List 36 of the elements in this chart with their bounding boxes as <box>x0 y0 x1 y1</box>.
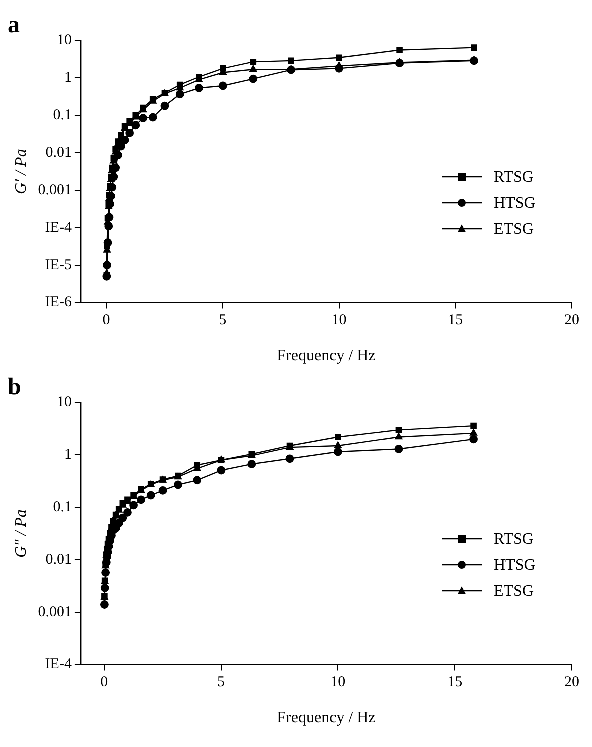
y-tick-label: 0.001 <box>38 604 72 620</box>
x-tick-label: 10 <box>332 312 347 329</box>
chart-title: b <box>8 374 22 401</box>
y-tick-label: 0.1 <box>53 500 72 516</box>
x-axis-title: Frequency / Hz <box>277 710 376 727</box>
x-tick-label: 0 <box>100 674 108 691</box>
y-tick-label: IE-4 <box>45 220 72 236</box>
y-tick-label: IE-6 <box>45 294 72 311</box>
y-tick-label: 1 <box>64 447 72 464</box>
y-tick-label: IE-4 <box>45 656 72 673</box>
x-tick-label: 5 <box>219 312 227 329</box>
x-tick-label: 5 <box>218 674 225 691</box>
legend-label: HTSG <box>494 195 536 212</box>
x-tick-label: 15 <box>448 312 464 329</box>
y-axis-title: G″ / Pa <box>12 510 30 558</box>
legend-label: ETSG <box>494 583 534 600</box>
y-tick-label: 10 <box>56 394 72 411</box>
chart-title: a <box>8 12 20 39</box>
y-tick-label: 10 <box>56 32 72 49</box>
x-tick-label: 10 <box>330 674 346 691</box>
x-axis-title: Frequency / Hz <box>277 348 376 365</box>
y-tick-label: IE-5 <box>45 257 72 274</box>
y-tick-label: 0.01 <box>46 552 72 568</box>
x-tick-label: 0 <box>102 312 110 329</box>
legend-label: HTSG <box>494 557 536 574</box>
y-tick-label: 0.001 <box>38 182 72 198</box>
x-tick-label: 20 <box>564 312 580 329</box>
x-tick-label: 15 <box>448 674 463 691</box>
y-tick-label: 1 <box>64 70 72 86</box>
legend-label: RTSG <box>494 169 534 186</box>
y-tick-label: 0.01 <box>46 145 72 162</box>
x-tick-label: 20 <box>564 674 580 691</box>
y-axis-title: G′ / Pa <box>12 149 30 194</box>
legend-label: ETSG <box>494 221 534 238</box>
legend-label: RTSG <box>494 531 534 548</box>
y-tick-label: 0.1 <box>53 108 72 124</box>
